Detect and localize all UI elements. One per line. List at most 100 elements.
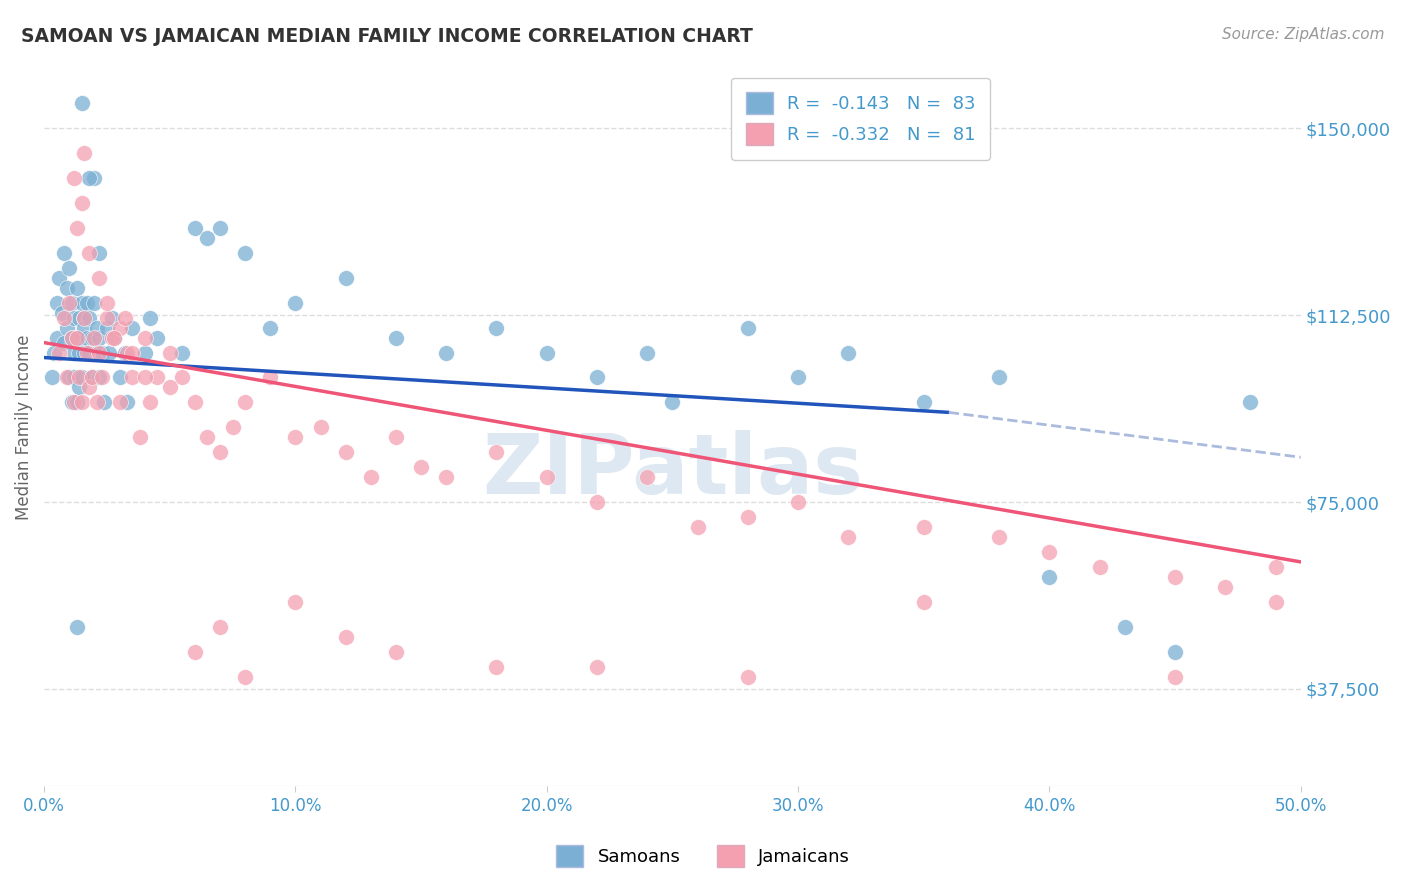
Text: Source: ZipAtlas.com: Source: ZipAtlas.com (1222, 27, 1385, 42)
Point (1114, 620, 1136, 634)
Point (121, 370, 143, 384)
Point (197, 430, 219, 444)
Point (284, 595, 307, 609)
Point (96, 295, 118, 310)
Point (66, 281, 89, 295)
Point (45, 331, 67, 345)
Point (912, 395, 935, 409)
Point (485, 659, 508, 673)
Point (184, 644, 207, 658)
Point (586, 659, 609, 673)
Point (55, 281, 77, 295)
Point (912, 520, 935, 534)
Point (134, 370, 156, 384)
Y-axis label: Median Family Income: Median Family Income (15, 334, 32, 520)
Point (79, 171, 101, 186)
Point (335, 630, 357, 644)
Point (259, 370, 281, 384)
Point (73, 146, 96, 161)
Point (138, 395, 160, 409)
Point (1038, 545, 1060, 559)
Point (103, 331, 125, 345)
Point (787, 495, 810, 509)
Point (434, 470, 457, 484)
Point (67, 370, 90, 384)
Point (101, 331, 124, 345)
Point (89, 270, 111, 285)
Point (159, 345, 181, 359)
Point (79, 345, 101, 359)
Point (309, 420, 332, 434)
Point (93, 395, 115, 409)
Point (86, 320, 108, 334)
Point (55, 370, 77, 384)
Point (385, 644, 408, 658)
Point (197, 231, 219, 245)
Point (1213, 580, 1236, 594)
Point (128, 430, 150, 444)
Point (89, 345, 111, 359)
Point (1239, 395, 1261, 409)
Point (184, 395, 207, 409)
Point (115, 345, 138, 359)
Point (108, 395, 131, 409)
Point (184, 221, 207, 235)
Point (787, 370, 810, 384)
Point (221, 420, 243, 434)
Point (96, 320, 118, 334)
Point (70, 331, 93, 345)
Point (385, 430, 408, 444)
Point (114, 310, 136, 325)
Point (259, 320, 281, 334)
Point (73, 345, 96, 359)
Point (66, 395, 89, 409)
Point (1164, 570, 1187, 584)
Point (172, 370, 194, 384)
Point (284, 295, 307, 310)
Point (586, 370, 609, 384)
Point (385, 331, 408, 345)
Point (661, 395, 683, 409)
Point (60, 295, 83, 310)
Point (83, 171, 105, 186)
Point (90, 345, 112, 359)
Point (66, 331, 89, 345)
Point (360, 470, 382, 484)
Point (45, 295, 67, 310)
Legend: Samoans, Jamaicans: Samoans, Jamaicans (548, 838, 858, 874)
Point (79, 380, 101, 394)
Point (90, 370, 112, 384)
Point (536, 470, 558, 484)
Point (70, 370, 93, 384)
Point (67, 345, 90, 359)
Point (1264, 560, 1286, 574)
Point (41, 370, 63, 384)
Point (70, 395, 93, 409)
Point (134, 345, 156, 359)
Point (737, 510, 759, 524)
Point (121, 320, 143, 334)
Point (121, 345, 143, 359)
Point (83, 331, 105, 345)
Point (73, 310, 96, 325)
Point (76, 331, 98, 345)
Point (89, 370, 111, 384)
Point (233, 395, 256, 409)
Point (233, 669, 256, 683)
Point (66, 620, 89, 634)
Point (208, 221, 231, 235)
Point (114, 345, 136, 359)
Point (63, 370, 86, 384)
Point (409, 460, 432, 475)
Point (53, 310, 76, 325)
Point (44, 345, 66, 359)
Point (83, 295, 105, 310)
Point (335, 445, 357, 459)
Point (60, 395, 83, 409)
Point (146, 370, 169, 384)
Text: ZIPatlas: ZIPatlas (482, 430, 863, 511)
Point (134, 331, 156, 345)
Point (70, 295, 93, 310)
Point (335, 270, 357, 285)
Point (586, 495, 609, 509)
